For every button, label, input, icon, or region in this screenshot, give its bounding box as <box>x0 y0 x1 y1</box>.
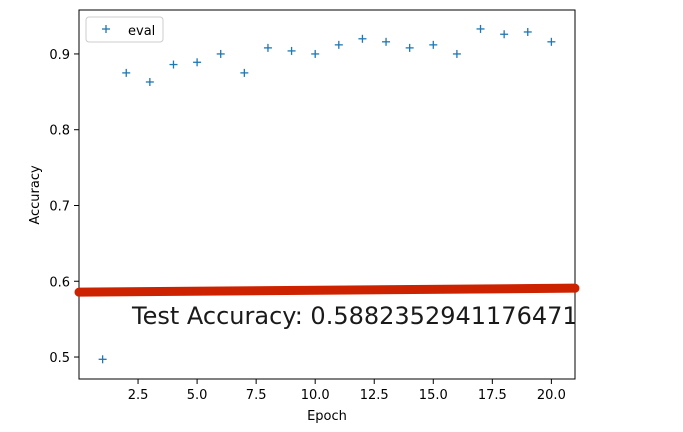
data-point <box>193 58 202 67</box>
data-point <box>547 37 556 46</box>
legend-box <box>85 16 164 43</box>
eval-series <box>98 24 556 364</box>
data-point <box>523 27 532 36</box>
legend: eval <box>85 16 164 43</box>
y-axis: 0.5 0.6 0.7 0.8 0.9 <box>49 48 79 366</box>
data-point <box>263 43 272 52</box>
y-tick-label: 0.6 <box>49 275 70 290</box>
plot-area <box>78 9 576 380</box>
data-point <box>311 49 320 58</box>
data-point <box>405 43 414 52</box>
x-tick-label: 12.5 <box>360 388 389 403</box>
x-tick-label: 2.5 <box>128 388 149 403</box>
legend-label-eval: eval <box>128 24 155 39</box>
y-tick-label: 0.8 <box>49 124 70 139</box>
data-point <box>240 68 249 77</box>
y-tick-label: 0.5 <box>49 351 70 366</box>
y-tick-label: 0.7 <box>49 199 70 214</box>
data-point <box>122 68 131 77</box>
test-accuracy-line <box>74 283 580 297</box>
data-point <box>334 40 343 49</box>
data-point <box>287 46 296 55</box>
x-axis: 2.5 5.0 7.5 10.0 12.5 15.0 17.5 20.0 <box>128 379 566 403</box>
data-point <box>500 30 509 39</box>
data-point <box>145 77 154 86</box>
data-point <box>476 24 485 33</box>
y-axis-label: Accuracy <box>28 165 43 225</box>
data-point <box>452 49 461 58</box>
x-tick-label: 17.5 <box>478 388 507 403</box>
data-point <box>358 34 367 43</box>
data-point <box>382 37 391 46</box>
legend-marker-plus <box>102 25 110 33</box>
legend-plus <box>102 25 110 33</box>
x-tick-label: 20.0 <box>537 388 566 403</box>
data-point <box>98 355 107 364</box>
data-point <box>169 60 178 69</box>
x-tick-label: 7.5 <box>246 388 267 403</box>
x-tick-label: 15.0 <box>419 388 448 403</box>
y-tick-label: 0.9 <box>49 48 70 63</box>
data-point <box>429 40 438 49</box>
x-axis-label: Epoch <box>307 409 347 424</box>
x-tick-label: 10.0 <box>301 388 330 403</box>
x-tick-label: 5.0 <box>187 388 208 403</box>
test-accuracy-annotation: Test Accuracy: 0.5882352941176471 <box>131 302 578 330</box>
data-point <box>216 49 225 58</box>
